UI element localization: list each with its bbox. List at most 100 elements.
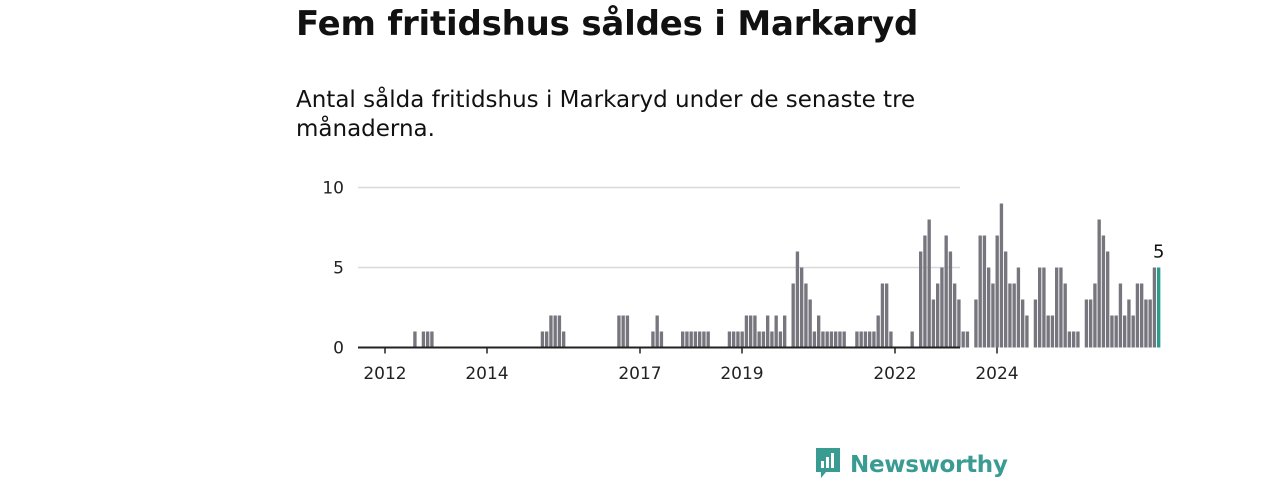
bar	[1084, 299, 1089, 348]
bar	[727, 331, 732, 348]
bar	[1089, 299, 1093, 348]
bar	[1055, 267, 1059, 348]
bar	[761, 331, 766, 348]
bar	[1063, 283, 1067, 348]
bar	[1004, 251, 1008, 348]
bar	[795, 251, 800, 348]
bar	[1140, 283, 1144, 348]
bar	[621, 315, 625, 348]
bar	[740, 331, 744, 348]
newsworthy-brand[interactable]: Newsworthy	[814, 446, 1008, 484]
bar	[889, 331, 893, 348]
bar	[944, 235, 948, 348]
bar	[659, 331, 664, 348]
bar	[545, 331, 549, 348]
bar	[625, 315, 630, 348]
bar	[808, 299, 812, 348]
bar	[961, 331, 965, 348]
bar	[1025, 315, 1029, 348]
bar	[800, 267, 804, 348]
bar	[859, 331, 863, 348]
bar	[1110, 315, 1114, 348]
chart-title: Fem fritidshus såldes i Markaryd	[296, 4, 919, 44]
bar	[1106, 251, 1110, 348]
bar	[744, 315, 749, 348]
bar	[770, 331, 774, 348]
bar	[753, 315, 757, 348]
bar	[778, 331, 783, 348]
bar	[1016, 267, 1021, 348]
bar	[910, 331, 914, 348]
bar	[1148, 299, 1152, 348]
x-tick-label: 2019	[720, 364, 763, 384]
bar	[1123, 315, 1127, 348]
bar	[863, 331, 868, 348]
bar	[1097, 219, 1101, 348]
bar	[804, 283, 808, 348]
bar	[783, 315, 787, 348]
bar	[1118, 283, 1123, 348]
latest-value-label: 5	[1153, 242, 1164, 263]
chart-subtitle: Antal sålda fritidshus i Markaryd under …	[296, 87, 916, 142]
bar	[1021, 299, 1025, 348]
bar	[1050, 315, 1055, 348]
bar	[1114, 315, 1118, 348]
bar	[817, 315, 821, 348]
bar	[617, 315, 621, 348]
bar	[1067, 331, 1072, 348]
bar	[651, 331, 655, 348]
bar	[1008, 283, 1012, 348]
x-tick-label: 2014	[465, 364, 508, 384]
bar-latest	[1157, 267, 1161, 348]
bar	[931, 299, 936, 348]
bar	[927, 219, 931, 348]
bar	[834, 331, 838, 348]
bar	[685, 331, 689, 348]
brand-name: Newsworthy	[850, 452, 1008, 478]
bar	[974, 299, 978, 348]
bar	[982, 235, 987, 348]
bar	[838, 331, 842, 348]
bar	[557, 315, 562, 348]
bar	[1059, 267, 1063, 348]
bar	[1038, 267, 1042, 348]
bar	[1101, 235, 1106, 348]
bar	[957, 299, 961, 348]
bar	[562, 331, 566, 348]
bar	[987, 267, 991, 348]
bar	[936, 283, 940, 348]
bar	[855, 331, 859, 348]
bar	[948, 251, 953, 348]
x-tick-label: 2024	[975, 364, 1018, 384]
bar	[872, 331, 876, 348]
bar	[940, 267, 944, 348]
bar	[757, 331, 761, 348]
bar	[821, 331, 825, 348]
bar	[1076, 331, 1080, 348]
bar	[880, 283, 885, 348]
bar	[995, 235, 999, 348]
bar	[549, 315, 553, 348]
bar	[702, 331, 706, 348]
bar	[655, 315, 659, 348]
y-tick-label: 10	[322, 179, 344, 199]
bar	[681, 331, 685, 348]
bar	[965, 331, 970, 348]
bar	[885, 283, 889, 348]
bar	[553, 315, 557, 348]
x-tick-label: 2012	[363, 364, 406, 384]
bar	[953, 283, 957, 348]
bar	[540, 331, 545, 348]
bar	[689, 331, 693, 348]
bar	[1127, 299, 1131, 348]
bar	[430, 331, 434, 348]
y-tick-label: 0	[333, 339, 344, 359]
bar	[426, 331, 430, 348]
bar	[732, 331, 736, 348]
bar	[1135, 283, 1140, 348]
bar	[842, 331, 846, 348]
bar	[774, 315, 778, 348]
bar	[1131, 315, 1135, 348]
bar	[1046, 315, 1050, 348]
bar	[1072, 331, 1076, 348]
